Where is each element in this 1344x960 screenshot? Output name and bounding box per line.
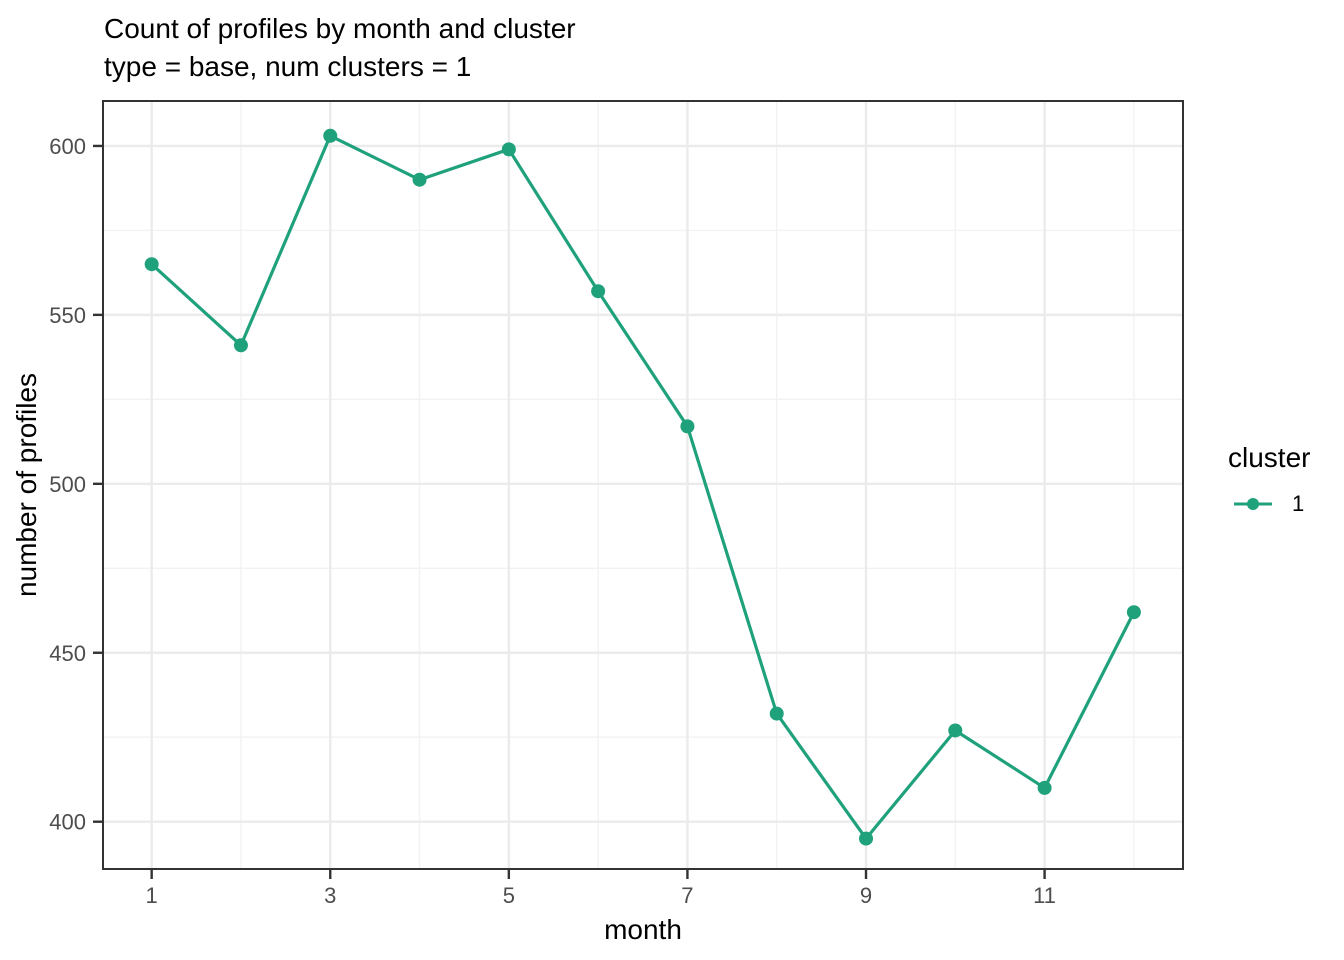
data-point xyxy=(233,338,248,353)
legend: cluster 1 xyxy=(1228,442,1310,517)
svg-text:3: 3 xyxy=(324,883,336,908)
chart-subtitle: type = base, num clusters = 1 xyxy=(104,51,472,82)
gridlines-major xyxy=(103,101,1183,869)
legend-item-cluster-1: 1 xyxy=(1228,491,1310,517)
y-axis-title: number of profiles xyxy=(11,372,42,598)
svg-text:400: 400 xyxy=(49,810,86,835)
svg-text:1: 1 xyxy=(146,883,158,908)
data-point xyxy=(501,142,516,157)
svg-text:500: 500 xyxy=(49,472,86,497)
legend-title: cluster xyxy=(1228,442,1311,473)
data-point xyxy=(144,257,159,272)
data-point xyxy=(859,831,874,846)
axis-tick-marks xyxy=(93,144,1046,879)
svg-text:5: 5 xyxy=(503,883,515,908)
data-line xyxy=(150,134,1136,841)
data-point xyxy=(591,284,606,299)
chart-title: Count of profiles by month and cluster xyxy=(104,13,576,44)
svg-text:450: 450 xyxy=(49,641,86,666)
svg-text:550: 550 xyxy=(49,303,86,328)
svg-text:600: 600 xyxy=(49,134,86,159)
data-point xyxy=(1126,605,1141,620)
data-point xyxy=(412,172,427,187)
y-axis-tick-labels: 400 450 500 550 600 xyxy=(49,134,86,835)
data-point xyxy=(948,723,963,738)
data-point xyxy=(680,419,695,434)
data-point xyxy=(323,128,338,143)
data-point xyxy=(769,706,784,721)
legend-key-line-point-icon xyxy=(1234,498,1272,510)
x-axis-tick-labels: 1 3 5 7 9 11 xyxy=(146,883,1056,908)
svg-text:9: 9 xyxy=(860,883,872,908)
svg-text:11: 11 xyxy=(1033,883,1056,908)
svg-text:7: 7 xyxy=(681,883,693,908)
legend-item-label: 1 xyxy=(1292,491,1305,516)
legend-key-point xyxy=(1247,498,1259,510)
data-point xyxy=(1037,780,1052,795)
x-axis-title: month xyxy=(604,914,682,945)
